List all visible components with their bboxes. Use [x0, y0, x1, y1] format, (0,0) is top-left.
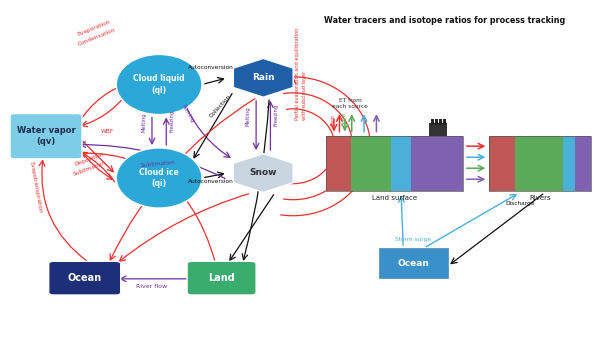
Bar	[575, 136, 590, 191]
Text: Evaporation: Evaporation	[76, 19, 111, 37]
Text: Condensation: Condensation	[77, 27, 116, 47]
Text: Deposition: Deposition	[74, 152, 105, 167]
Polygon shape	[233, 58, 293, 97]
Bar	[515, 136, 563, 191]
Text: ET from
each source: ET from each source	[332, 98, 368, 109]
Text: River flow: River flow	[136, 284, 167, 289]
Bar	[410, 136, 463, 191]
Text: Urban
runoff: Urban runoff	[441, 141, 458, 152]
Bar	[439, 119, 442, 125]
Bar	[490, 136, 515, 191]
Bar	[326, 136, 463, 191]
Text: Partial evaporation and equilibration: Partial evaporation and equilibration	[295, 27, 300, 120]
Bar	[563, 136, 575, 191]
Text: Land surface: Land surface	[371, 195, 417, 201]
Bar	[435, 119, 438, 125]
Text: Riming: Riming	[181, 104, 195, 124]
Text: Rivers: Rivers	[529, 195, 551, 201]
Bar	[429, 123, 447, 136]
Text: WBF: WBF	[101, 129, 114, 134]
FancyBboxPatch shape	[187, 261, 256, 295]
Bar	[490, 136, 590, 191]
Text: Autoconversion: Autoconversion	[188, 66, 234, 70]
Text: with subcloud layer: with subcloud layer	[302, 70, 307, 120]
Text: Cloud liquid
(ql): Cloud liquid (ql)	[133, 74, 185, 95]
FancyBboxPatch shape	[49, 261, 121, 295]
Text: Autoconversion: Autoconversion	[188, 179, 234, 184]
Text: Discharge: Discharge	[505, 201, 535, 206]
Text: Land: Land	[208, 273, 235, 283]
Text: Melting: Melting	[141, 113, 146, 132]
Bar	[326, 136, 351, 191]
Text: Ocean: Ocean	[398, 259, 430, 268]
Text: Snow: Snow	[250, 168, 277, 177]
Polygon shape	[233, 153, 293, 192]
Bar	[391, 136, 410, 191]
Text: Sublimation: Sublimation	[72, 160, 107, 177]
Text: Freezing: Freezing	[274, 104, 279, 126]
FancyBboxPatch shape	[10, 114, 82, 159]
Text: Melting: Melting	[245, 106, 250, 126]
Text: Freezing: Freezing	[170, 110, 175, 132]
Text: Rain: Rain	[252, 73, 275, 82]
Text: Evapotranspiration: Evapotranspiration	[29, 162, 43, 214]
Text: Water vapor
(qv): Water vapor (qv)	[17, 126, 76, 146]
Text: Collection: Collection	[209, 94, 232, 119]
Text: Rain: Rain	[330, 114, 335, 125]
Text: Snow: Snow	[341, 111, 346, 125]
Bar	[431, 119, 434, 125]
Text: Ocean: Ocean	[68, 273, 102, 283]
Ellipse shape	[116, 54, 202, 115]
Ellipse shape	[116, 148, 202, 208]
Bar	[443, 119, 446, 125]
Text: Sublimation: Sublimation	[140, 160, 176, 168]
Text: Water tracers and isotope ratios for process tracking: Water tracers and isotope ratios for pro…	[324, 16, 565, 25]
Text: Cloud ice
(qi): Cloud ice (qi)	[139, 168, 179, 188]
Text: Storm surge: Storm surge	[395, 237, 431, 242]
Bar	[379, 248, 448, 278]
Bar	[351, 136, 391, 191]
